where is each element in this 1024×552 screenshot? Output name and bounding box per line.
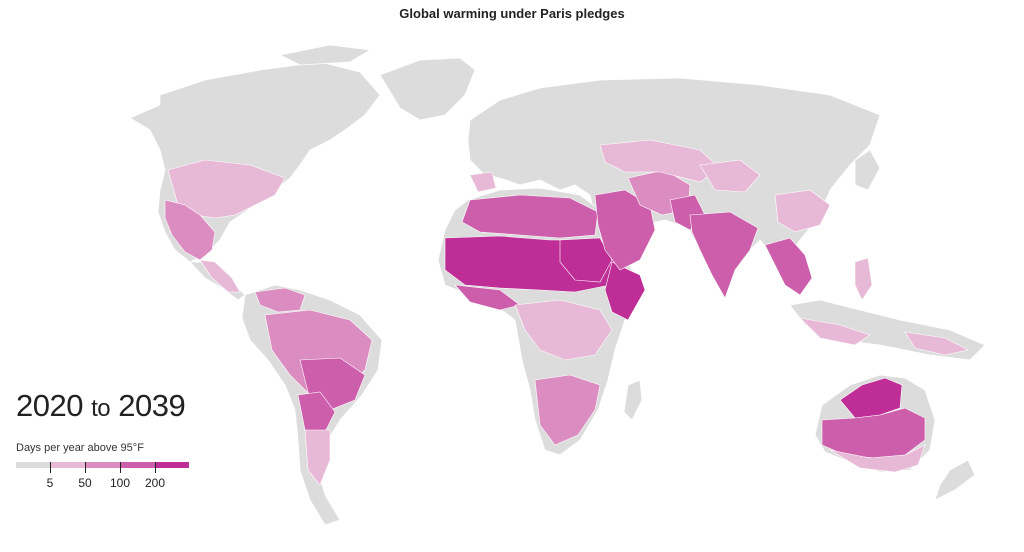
legend-swatch-1: [50, 462, 85, 468]
legend-label-5: 5: [46, 476, 54, 490]
color-legend: 5 50 100 200: [16, 462, 191, 496]
heat-region-central-africa: [514, 299, 613, 361]
heat-region-horn-of-africa: [604, 261, 646, 321]
legend-title: Days per year above 95°F: [16, 442, 144, 454]
period-end: 2039: [118, 388, 186, 423]
legend-swatch-2: [85, 462, 120, 468]
heat-region-india: [689, 211, 759, 299]
legend-tick-1: [85, 462, 86, 473]
heat-region-new-guinea: [904, 331, 969, 356]
landmass-greenland: [379, 57, 476, 121]
period-start: 2020: [16, 388, 83, 423]
heat-overlays: [164, 139, 969, 486]
heat-region-southern-australia: [829, 444, 926, 473]
landmass-new-zealand: [934, 459, 976, 501]
legend-swatch-4: [155, 462, 189, 468]
heat-region-west-africa-coast: [454, 284, 521, 311]
legend-label-50: 50: [78, 476, 92, 490]
heat-region-mexico: [164, 199, 216, 261]
heat-region-iberia: [469, 171, 497, 193]
landmass-japan: [854, 149, 881, 191]
heat-region-central-asia: [599, 139, 721, 183]
heat-region-indonesia: [799, 317, 871, 346]
period-connector: to: [91, 395, 111, 422]
heat-region-southeast-asia: [764, 237, 813, 296]
heat-region-venezuela-colombia: [254, 287, 306, 313]
heat-region-western-china: [699, 159, 761, 193]
legend-label-200: 200: [144, 476, 166, 490]
heat-region-argentina: [304, 429, 331, 486]
heat-region-north-africa: [461, 194, 599, 239]
map-title: Global warming under Paris pledges: [399, 6, 625, 21]
heat-region-philippines: [854, 257, 873, 301]
heat-region-southern-china: [774, 189, 831, 233]
legend-tick-0: [50, 462, 51, 473]
legend-swatch-0: [16, 462, 50, 468]
legend-label-100: 100: [109, 476, 131, 490]
heat-region-central-america: [199, 259, 241, 293]
heat-region-southern-africa: [534, 374, 601, 446]
heat-region-arabia: [594, 189, 656, 271]
legend-swatch-3: [120, 462, 155, 468]
heat-region-sudan: [559, 237, 613, 283]
landmass-madagascar: [623, 379, 643, 421]
landmass-arctic-islands: [278, 44, 372, 66]
legend-tick-2: [120, 462, 121, 473]
legend-tick-3: [155, 462, 156, 473]
landmass-north-america: [129, 61, 381, 263]
heat-region-gran-chaco: [297, 391, 336, 433]
period-label: 2020 to 2039: [16, 388, 186, 424]
